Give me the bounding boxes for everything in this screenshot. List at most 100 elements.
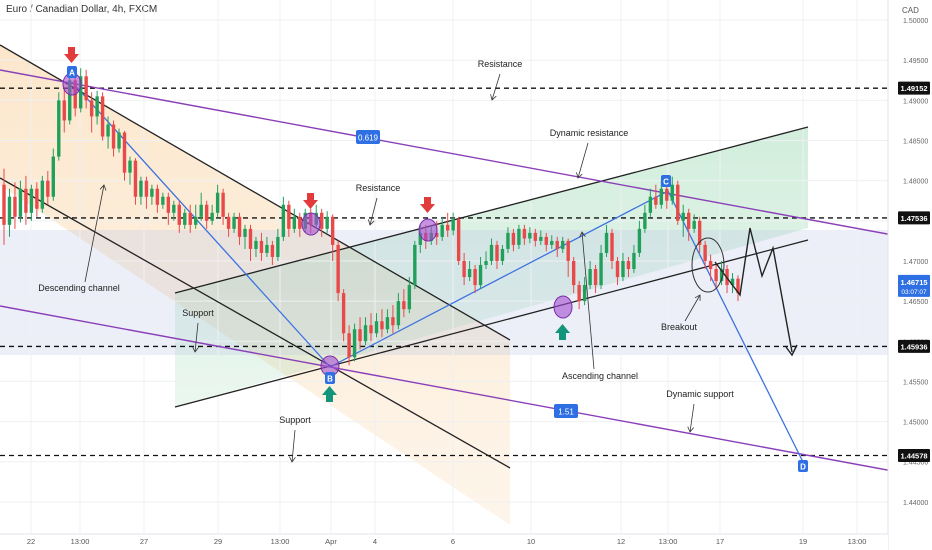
candle-bullish	[648, 188, 653, 217]
candle-bearish	[133, 158, 138, 205]
y-tick-label: 1.46500	[903, 299, 928, 306]
candle-bearish	[654, 184, 658, 209]
candle-bearish	[456, 216, 461, 265]
annotation: Resistance	[478, 59, 522, 101]
candle-bullish	[363, 317, 368, 346]
candle-bearish	[298, 212, 302, 237]
x-tick-label: 4	[373, 537, 377, 546]
annotation: Support	[182, 308, 214, 353]
x-tick-label: 13:00	[848, 537, 867, 546]
candle-bearish	[566, 238, 570, 278]
candle-bearish	[495, 240, 499, 270]
candle-bullish	[117, 128, 121, 153]
point-label-d: D	[798, 460, 808, 472]
y-tick-label: 1.49500	[903, 58, 928, 65]
candle-bullish	[150, 184, 154, 205]
candle-bullish	[517, 224, 521, 249]
candle-bullish	[413, 240, 417, 290]
svg-text:1.51: 1.51	[558, 408, 574, 417]
svg-text:B: B	[327, 375, 333, 384]
point-label-c: C	[661, 175, 671, 187]
candle-bearish	[462, 252, 466, 286]
candle-bearish	[221, 188, 225, 225]
candle-bearish	[259, 232, 264, 261]
candle-bearish	[111, 120, 116, 157]
candle-bearish	[62, 88, 66, 133]
candle-bearish	[166, 192, 171, 225]
candle-bearish	[155, 184, 160, 213]
x-tick-label: 19	[799, 537, 807, 546]
candle-bullish	[281, 196, 286, 241]
candle-bullish	[95, 90, 99, 125]
annotation: Breakout	[661, 294, 701, 332]
candle-bullish	[506, 227, 510, 253]
x-tick-label: 6	[451, 537, 455, 546]
candle-bearish	[626, 256, 631, 278]
buy-arrow	[555, 324, 570, 340]
x-tick-label: 10	[527, 537, 535, 546]
candle-bearish	[287, 200, 291, 237]
candle-bullish	[194, 204, 198, 229]
sell-arrow	[420, 197, 435, 213]
x-tick-label: 27	[140, 537, 148, 546]
svg-text:Breakout: Breakout	[661, 322, 698, 332]
candle-bullish	[7, 188, 12, 237]
price-label: 1.44578	[898, 448, 930, 462]
candle-bullish	[500, 244, 505, 265]
candle-bullish	[681, 204, 685, 237]
candle-bearish	[522, 224, 527, 245]
y-tick-label: 1.44000	[903, 500, 928, 507]
candle-bullish	[199, 192, 203, 221]
y-tick-label: 1.45000	[903, 420, 928, 427]
candle-bullish	[407, 277, 412, 314]
candle-bullish	[161, 192, 165, 209]
candle-bearish	[369, 313, 373, 342]
x-tick-label: Apr	[325, 537, 337, 546]
svg-text:Dynamic resistance: Dynamic resistance	[550, 128, 629, 138]
svg-text:1.47536: 1.47536	[900, 214, 927, 223]
candle-bearish	[336, 240, 340, 302]
candle-bearish	[610, 228, 614, 270]
y-tick-label: 1.45500	[903, 379, 928, 386]
candle-bearish	[714, 264, 718, 290]
price-label: 1.49152	[898, 81, 930, 95]
candle-bearish	[402, 289, 406, 318]
candle-bullish	[385, 309, 390, 334]
candle-bearish	[177, 200, 181, 233]
pivot-marker-resistance-1	[301, 212, 321, 236]
pivot-marker-resistance-2	[418, 218, 438, 242]
fib-label: 0.619	[356, 130, 380, 144]
candle-bullish	[484, 251, 488, 270]
candle-bearish	[13, 182, 17, 229]
candle-bearish	[188, 204, 192, 233]
pivot-marker-support	[553, 295, 573, 319]
svg-text:Dynamic support: Dynamic support	[666, 389, 734, 399]
candle-bearish	[571, 256, 576, 294]
candle-bearish	[676, 180, 680, 225]
candle-bearish	[89, 92, 94, 133]
dynamic-support-line	[0, 305, 899, 473]
dynamic-resistance-line	[0, 69, 899, 237]
svg-text:1.46715: 1.46715	[900, 278, 927, 287]
candle-bearish	[226, 212, 231, 237]
candle-bullish	[489, 238, 494, 265]
sell-arrow	[64, 47, 79, 63]
x-tick-label: 13:00	[271, 537, 290, 546]
candle-bullish	[183, 208, 187, 229]
y-tick-label: 1.49000	[903, 98, 928, 105]
time-axis-bg	[0, 534, 888, 550]
candle-bullish	[172, 200, 176, 221]
candle-bullish	[670, 176, 674, 205]
signal-arrows	[64, 47, 570, 402]
candle-bullish	[588, 260, 592, 290]
annotation: Descending channel	[38, 184, 120, 293]
price-axis: CAD 1.50000 1.49500 1.49000 1.48500 1.48000 1.…	[887, 0, 932, 550]
annotation: Support	[279, 415, 311, 463]
point-labels: A B C D	[67, 66, 808, 472]
candle-bullish	[292, 208, 297, 233]
candle-bullish	[604, 224, 609, 257]
candle-bearish	[687, 208, 691, 241]
x-tick-label: 13:00	[71, 537, 90, 546]
candle-bearish	[2, 168, 6, 245]
